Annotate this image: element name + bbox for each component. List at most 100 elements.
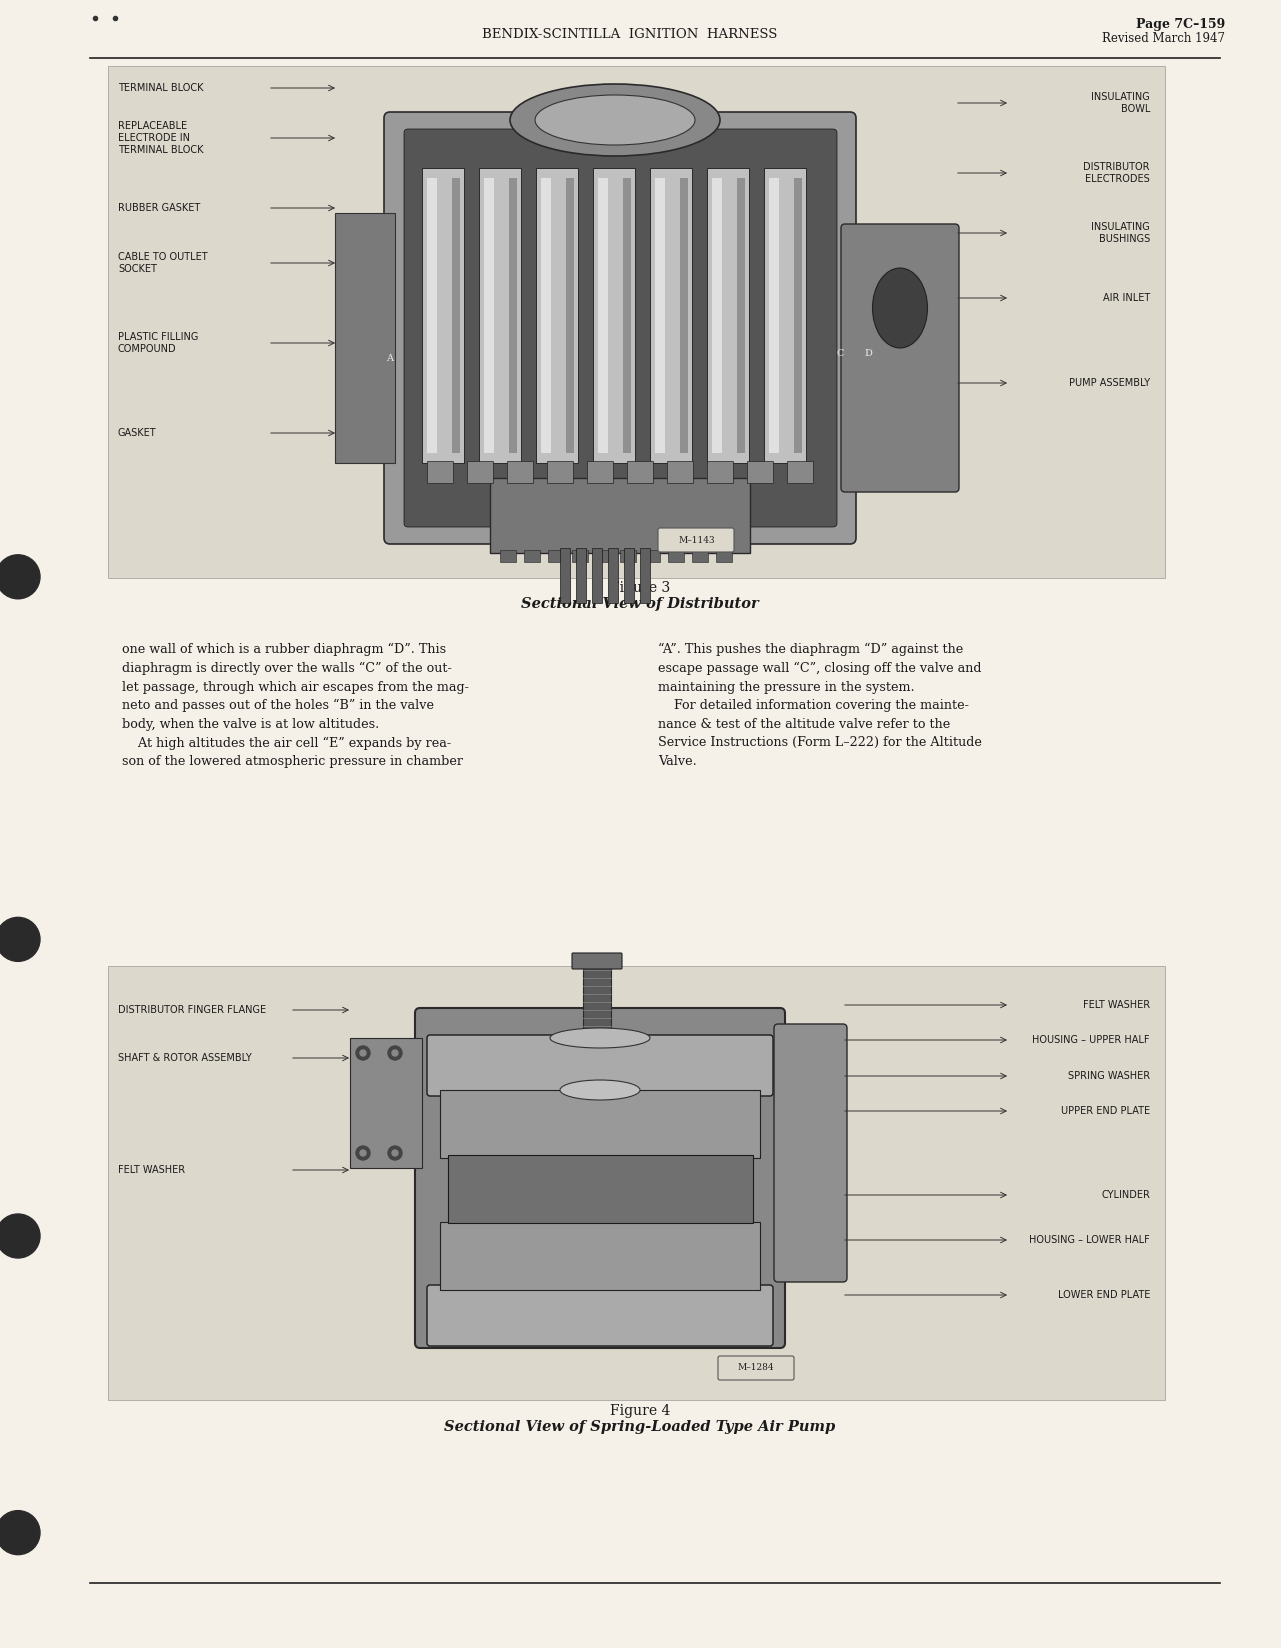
- Circle shape: [0, 918, 40, 961]
- Bar: [583, 962, 611, 1040]
- Bar: [560, 549, 570, 603]
- Bar: [707, 461, 733, 483]
- Bar: [624, 549, 634, 603]
- Bar: [439, 1089, 760, 1159]
- Text: DISTRIBUTOR
ELECTRODES: DISTRIBUTOR ELECTRODES: [1084, 162, 1150, 185]
- FancyBboxPatch shape: [384, 112, 856, 544]
- Text: “A”. This pushes the diaphragm “D” against the
escape passage wall “C”, closing : “A”. This pushes the diaphragm “D” again…: [658, 643, 981, 768]
- Bar: [509, 178, 518, 453]
- Bar: [608, 549, 617, 603]
- Bar: [108, 66, 1164, 578]
- Bar: [649, 168, 692, 463]
- Circle shape: [388, 1145, 402, 1160]
- Text: INSULATING
BUSHINGS: INSULATING BUSHINGS: [1091, 222, 1150, 244]
- Bar: [484, 178, 494, 453]
- Text: PLASTIC FILLING
COMPOUND: PLASTIC FILLING COMPOUND: [118, 331, 199, 354]
- Text: Page 7C–159: Page 7C–159: [1136, 18, 1225, 31]
- Text: D: D: [865, 348, 872, 358]
- FancyBboxPatch shape: [774, 1023, 847, 1282]
- Text: INSULATING
BOWL: INSULATING BOWL: [1091, 92, 1150, 114]
- Circle shape: [392, 1150, 398, 1155]
- Ellipse shape: [560, 1079, 640, 1099]
- Text: one wall of which is a rubber diaphragm “D”. This
diaphragm is directly over the: one wall of which is a rubber diaphragm …: [122, 643, 469, 768]
- Circle shape: [356, 1145, 370, 1160]
- Text: C: C: [836, 348, 844, 358]
- Text: AIR INLET: AIR INLET: [1103, 293, 1150, 303]
- Ellipse shape: [872, 269, 927, 348]
- Text: Revised March 1947: Revised March 1947: [1102, 31, 1225, 44]
- Text: Sectional View of Spring-Loaded Type Air Pump: Sectional View of Spring-Loaded Type Air…: [445, 1421, 835, 1434]
- Bar: [655, 178, 665, 453]
- Text: M–1143: M–1143: [679, 536, 715, 544]
- Text: GASKET: GASKET: [118, 428, 156, 438]
- Circle shape: [388, 1046, 402, 1060]
- Bar: [448, 1155, 753, 1223]
- Text: CYLINDER: CYLINDER: [1102, 1190, 1150, 1200]
- Bar: [598, 178, 608, 453]
- Bar: [573, 550, 588, 562]
- Bar: [667, 550, 684, 562]
- Ellipse shape: [535, 96, 696, 145]
- Text: A: A: [387, 354, 393, 363]
- Bar: [108, 966, 1164, 1401]
- Bar: [491, 478, 749, 554]
- Circle shape: [0, 555, 40, 598]
- Text: HOUSING – UPPER HALF: HOUSING – UPPER HALF: [1032, 1035, 1150, 1045]
- Circle shape: [360, 1050, 366, 1056]
- Text: PUMP ASSEMBLY: PUMP ASSEMBLY: [1068, 377, 1150, 387]
- Bar: [350, 1038, 421, 1168]
- FancyBboxPatch shape: [427, 1285, 772, 1346]
- Text: DISTRIBUTOR FINGER FLANGE: DISTRIBUTOR FINGER FLANGE: [118, 1005, 266, 1015]
- Text: BENDIX-SCINTILLA  IGNITION  HARNESS: BENDIX-SCINTILLA IGNITION HARNESS: [483, 28, 778, 41]
- Text: RUBBER GASKET: RUBBER GASKET: [118, 203, 200, 213]
- Text: SHAFT & ROTOR ASSEMBLY: SHAFT & ROTOR ASSEMBLY: [118, 1053, 252, 1063]
- Bar: [500, 550, 516, 562]
- Text: HOUSING – LOWER HALF: HOUSING – LOWER HALF: [1029, 1234, 1150, 1244]
- Bar: [620, 550, 635, 562]
- Circle shape: [360, 1150, 366, 1155]
- Bar: [626, 461, 653, 483]
- Bar: [593, 168, 635, 463]
- Bar: [692, 550, 708, 562]
- Circle shape: [0, 1215, 40, 1257]
- FancyBboxPatch shape: [717, 1356, 794, 1379]
- Circle shape: [392, 1050, 398, 1056]
- Bar: [794, 178, 802, 453]
- Bar: [452, 178, 460, 453]
- Ellipse shape: [550, 1028, 649, 1048]
- Circle shape: [0, 1511, 40, 1554]
- Bar: [737, 178, 746, 453]
- Bar: [707, 168, 749, 463]
- Bar: [547, 461, 573, 483]
- Bar: [763, 168, 806, 463]
- Circle shape: [356, 1046, 370, 1060]
- Bar: [439, 1223, 760, 1290]
- Bar: [716, 550, 731, 562]
- Bar: [479, 168, 521, 463]
- Bar: [576, 549, 585, 603]
- Bar: [640, 549, 649, 603]
- Text: TERMINAL BLOCK: TERMINAL BLOCK: [118, 82, 204, 92]
- Text: REPLACEABLE
ELECTRODE IN
TERMINAL BLOCK: REPLACEABLE ELECTRODE IN TERMINAL BLOCK: [118, 120, 204, 155]
- Bar: [592, 549, 602, 603]
- Bar: [680, 178, 688, 453]
- FancyBboxPatch shape: [658, 527, 734, 552]
- Bar: [566, 178, 574, 453]
- Bar: [587, 461, 614, 483]
- FancyBboxPatch shape: [415, 1009, 785, 1348]
- Bar: [712, 178, 722, 453]
- Bar: [644, 550, 660, 562]
- Bar: [747, 461, 772, 483]
- Text: UPPER END PLATE: UPPER END PLATE: [1061, 1106, 1150, 1116]
- Bar: [468, 461, 493, 483]
- Bar: [507, 461, 533, 483]
- Bar: [427, 178, 437, 453]
- Text: CABLE TO OUTLET
SOCKET: CABLE TO OUTLET SOCKET: [118, 252, 208, 274]
- Bar: [535, 168, 578, 463]
- Bar: [421, 168, 464, 463]
- Text: LOWER END PLATE: LOWER END PLATE: [1058, 1290, 1150, 1300]
- Text: Sectional View of Distributor: Sectional View of Distributor: [521, 597, 758, 611]
- Bar: [336, 213, 395, 463]
- Bar: [541, 178, 551, 453]
- Bar: [769, 178, 779, 453]
